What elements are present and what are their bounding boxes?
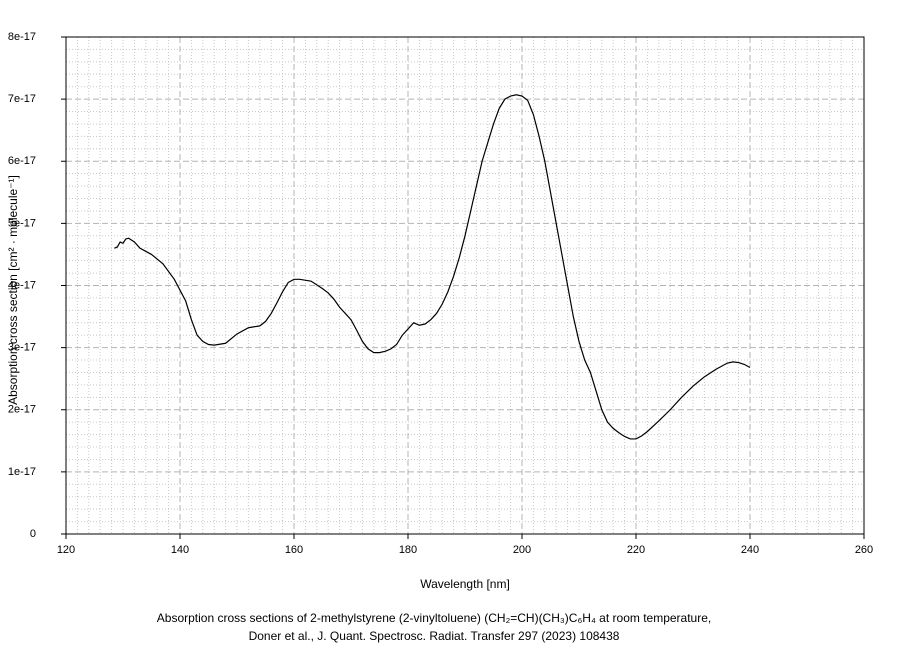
chart-title: Doner et al., J. Quant. Spectrosc. Radia… [249,629,620,643]
y-axis-label: Absorption cross section [cm² · molecule… [6,175,20,405]
y-tick-label: 6e-17 [8,155,36,167]
x-tick-label: 120 [57,544,75,556]
x-tick-label: 180 [399,544,417,556]
x-tick-label: 240 [741,544,759,556]
x-tick-label: 260 [855,544,873,556]
y-tick-label: 4e-17 [8,279,36,291]
x-tick-label: 140 [171,544,189,556]
y-tick-label: 5e-17 [8,217,36,229]
x-tick-label: 160 [285,544,303,556]
y-tick-label: 8e-17 [8,31,36,43]
y-tick-label: 7e-17 [8,93,36,105]
x-tick-label: 200 [513,544,531,556]
plot-border [65,36,865,535]
x-axis-label: Wavelength [nm] [420,577,510,591]
x-tick-label: 220 [627,544,645,556]
chart-title: Absorption cross sections of 2-methylsty… [157,611,711,625]
y-tick-label: 3e-17 [8,342,36,354]
y-tick-label: 1e-17 [8,466,36,478]
y-tick-label: 0 [30,528,36,540]
y-tick-label: 2e-17 [8,404,36,416]
data-line [114,94,751,440]
